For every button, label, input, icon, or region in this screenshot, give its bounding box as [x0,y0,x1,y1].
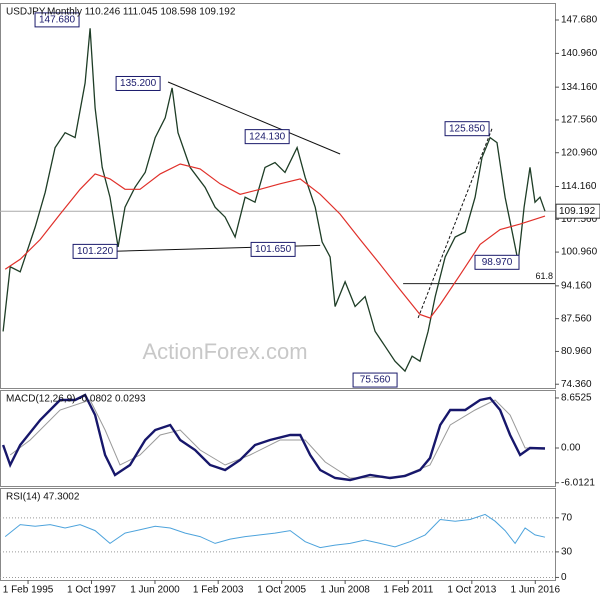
y-tick-label: 70 [561,512,573,523]
annotation-label: 147.680 [39,15,76,26]
last-price-label: 109.192 [559,206,596,217]
y-tick-label: 80.960 [561,346,592,357]
annotation-box [34,12,80,28]
x-tick-label: 1 Oct 2005 [257,585,306,596]
x-tick-label: 1 Jun 2016 [511,585,561,596]
annotation-box [352,372,398,388]
y-tick-label: 114.160 [561,181,597,192]
annotation-label: 101.220 [77,246,114,257]
last-price-box [555,203,600,219]
annotation-label: 124.130 [249,131,286,142]
watermark: ActionForex.com [142,339,307,364]
annotation-box [250,241,296,257]
series-line [1,393,546,482]
y-tick-label: 30 [561,547,573,558]
y-tick-label: 127.560 [561,115,598,126]
annotation-box [474,254,520,270]
annotation-box [115,75,161,91]
y-tick-label: 94.160 [561,281,592,292]
y-tick-label: 120.960 [561,147,598,158]
y-tick-label: 100.960 [561,247,598,258]
panel-frame [0,390,556,487]
annotation-label: 101.650 [255,244,292,255]
y-tick-label: 107.560 [561,214,598,225]
x-tick-label: 1 Oct 2013 [447,585,496,596]
x-tick-label: 1 Feb 2003 [193,585,244,596]
annotation-label: 98.970 [482,257,513,268]
x-tick-label: 1 Feb 2011 [383,585,433,596]
series-line [4,513,546,549]
annotation-label: 125.850 [449,123,486,134]
y-tick-label: 0.00 [561,443,581,454]
panel-title: RSI(14) 47.3002 [6,492,80,503]
panel-title: USDJPY,Monthly 110.246 111.045 108.598 1… [6,7,236,18]
annotation-box [244,129,290,145]
annotation-label: 75.560 [360,375,391,386]
panel-title: MACD(12,26,9) -0.0802 0.0293 [6,394,146,405]
series-line [9,399,546,479]
trendline [417,128,493,319]
x-tick-label: 1 Jun 2008 [320,585,370,596]
panel-frame [0,3,556,389]
y-tick-label: 8.6525 [561,393,592,404]
x-tick-label: 1 Oct 1997 [67,585,116,596]
y-tick-label: 74.360 [561,379,592,390]
annotation-label: 135.200 [120,78,157,89]
trendline [167,81,341,155]
y-tick-label: 0 [561,572,567,583]
annotation-box [444,121,490,137]
y-tick-label: 140.960 [561,48,598,59]
series-line [2,28,546,373]
y-tick-label: 134.160 [561,82,598,93]
x-tick-label: 1 Feb 1995 [3,585,54,596]
x-tick-label: 1 Jun 2000 [130,585,180,596]
y-tick-label: -6.0121 [561,477,595,488]
y-tick-label: 147.680 [561,15,598,26]
series-line [4,163,546,319]
y-tick-label: 87.560 [561,313,592,324]
annotation-box [72,243,118,259]
panel-frame [0,488,556,581]
fib-label: 61.8 [535,271,553,281]
